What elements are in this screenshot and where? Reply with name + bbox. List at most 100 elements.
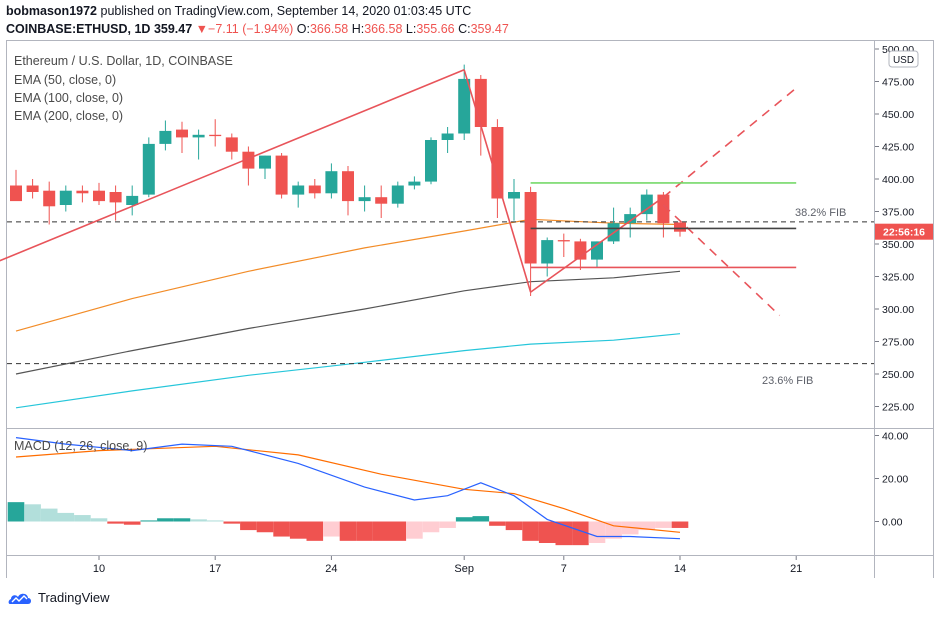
candle-down bbox=[491, 127, 504, 199]
macd-histogram-bar bbox=[339, 521, 357, 541]
macd-tick-label: 0.00 bbox=[882, 517, 903, 529]
candle-down bbox=[43, 190, 56, 207]
candle-up bbox=[408, 181, 421, 186]
candle-up bbox=[142, 143, 155, 195]
candle-down bbox=[176, 129, 188, 138]
time-axis[interactable]: 10 17 24 Sep 7 14 21 bbox=[93, 556, 802, 575]
macd-histogram-bar bbox=[24, 504, 41, 522]
macd-histogram-bar bbox=[455, 517, 473, 522]
price-tick-label: 350.00 bbox=[882, 239, 914, 251]
chart-frame bbox=[6, 40, 934, 578]
open-value: 366.58 bbox=[309, 22, 349, 36]
high-label: H: bbox=[351, 22, 365, 36]
trend-drawings[interactable] bbox=[0, 69, 797, 317]
macd-histogram-bar bbox=[655, 521, 672, 528]
time-tick-label: 10 bbox=[93, 563, 105, 575]
low-value: 355.66 bbox=[416, 22, 455, 36]
ema100-legend[interactable]: EMA (100, close, 0) bbox=[14, 91, 123, 105]
macd-histogram-bar bbox=[472, 516, 490, 522]
macd-histogram-bar bbox=[206, 520, 224, 522]
macd-legend[interactable]: MACD (12, 26, close, 9) bbox=[14, 439, 147, 453]
candle-down bbox=[225, 137, 238, 152]
brand-name: TradingView bbox=[38, 590, 110, 605]
price-axis[interactable]: 500.00475.00450.00425.00400.00375.00350.… bbox=[875, 44, 914, 414]
macd-tick-label: 40.00 bbox=[882, 431, 908, 443]
symbol-name: COINBASE:ETHUSD, 1D bbox=[6, 22, 151, 36]
current-price-label bbox=[875, 223, 933, 240]
candle-up bbox=[59, 190, 72, 205]
ema200-legend[interactable]: EMA (200, close, 0) bbox=[14, 109, 123, 123]
ema50-legend[interactable]: EMA (50, close, 0) bbox=[14, 73, 116, 87]
candle-up bbox=[192, 134, 205, 138]
macd-histogram-bar bbox=[256, 521, 274, 533]
open-label: O: bbox=[296, 22, 310, 36]
macd-histogram-bar bbox=[7, 502, 25, 522]
candle-down bbox=[93, 190, 105, 202]
chart-title: Ethereum / U.S. Dollar, 1D, COINBASE bbox=[14, 54, 233, 68]
price-tick-label: 450.00 bbox=[882, 109, 914, 121]
fib-label-upper: 38.2% FIB bbox=[795, 207, 846, 219]
price-tick-label: 325.00 bbox=[882, 272, 914, 284]
ema50-line bbox=[15, 218, 681, 332]
candle-down bbox=[657, 194, 670, 224]
macd-axis[interactable]: 40.00 20.00 0.00 bbox=[875, 431, 908, 529]
close-label: C: bbox=[458, 22, 471, 36]
candle-up bbox=[358, 197, 371, 202]
macd-histogram-bar bbox=[190, 519, 207, 522]
tradingview-logo[interactable]: TradingView bbox=[8, 590, 110, 605]
candle-up bbox=[159, 130, 172, 144]
macd-histogram-bar bbox=[555, 521, 573, 546]
ema200-line bbox=[15, 333, 681, 409]
projection-trendline bbox=[662, 204, 781, 317]
macd-histogram-bar bbox=[671, 521, 689, 528]
candle-down bbox=[674, 222, 686, 232]
macd-histogram-bar bbox=[107, 521, 124, 524]
macd-histogram-bar bbox=[406, 521, 423, 539]
candle-up bbox=[259, 155, 271, 169]
candle-up bbox=[640, 194, 653, 215]
price-tick-label: 225.00 bbox=[882, 402, 914, 414]
time-tick-label: 17 bbox=[209, 563, 221, 575]
candle-down bbox=[76, 190, 89, 194]
macd-histogram-bar bbox=[157, 518, 174, 522]
macd-histogram-bar bbox=[439, 521, 456, 528]
current-price-time: 22:56:16 bbox=[883, 227, 925, 239]
macd-histogram-bar bbox=[538, 521, 556, 543]
down-arrow-icon: ▼ bbox=[195, 22, 209, 36]
publish-info: bobmason1972 published on TradingView.co… bbox=[6, 4, 471, 18]
author-name[interactable]: bobmason1972 bbox=[6, 4, 98, 18]
macd-histogram-bar bbox=[140, 520, 158, 522]
publish-text: published on TradingView.com, September … bbox=[100, 4, 472, 18]
price-chart[interactable]: 500.00475.00450.00425.00400.00375.00350.… bbox=[0, 0, 941, 578]
candle-down bbox=[474, 78, 487, 127]
tradingview-cloud-icon bbox=[8, 593, 31, 604]
candle-down bbox=[109, 192, 122, 203]
currency-badge[interactable] bbox=[888, 50, 919, 68]
macd-histogram-bar bbox=[572, 521, 589, 546]
price-tick-label: 375.00 bbox=[882, 207, 914, 219]
macd-signal-line bbox=[15, 445, 681, 533]
price-tick-label: 475.00 bbox=[882, 77, 914, 89]
macd-histogram-bar bbox=[588, 521, 606, 543]
macd-histogram-bar bbox=[356, 521, 373, 541]
trendline bbox=[463, 69, 532, 293]
macd-histogram-bar bbox=[522, 521, 539, 541]
candle-down bbox=[10, 185, 22, 202]
candle-down bbox=[209, 134, 222, 137]
candle-up bbox=[458, 78, 471, 134]
candle-down bbox=[557, 240, 570, 242]
candle-down bbox=[242, 151, 255, 169]
macd-histogram-bar bbox=[74, 515, 91, 522]
candle-up bbox=[391, 185, 404, 204]
fib-levels bbox=[7, 221, 874, 365]
ema100-line bbox=[15, 270, 681, 375]
candle-up bbox=[425, 140, 437, 182]
macd-histogram-bar bbox=[273, 521, 290, 537]
macd-histogram-bar bbox=[173, 518, 191, 522]
close-value: 359.47 bbox=[470, 22, 509, 36]
low-label: L: bbox=[405, 22, 417, 36]
candle-up bbox=[126, 195, 139, 205]
macd-histogram-bar bbox=[372, 521, 390, 541]
time-tick-label: 7 bbox=[561, 563, 567, 575]
trendline bbox=[0, 69, 465, 262]
